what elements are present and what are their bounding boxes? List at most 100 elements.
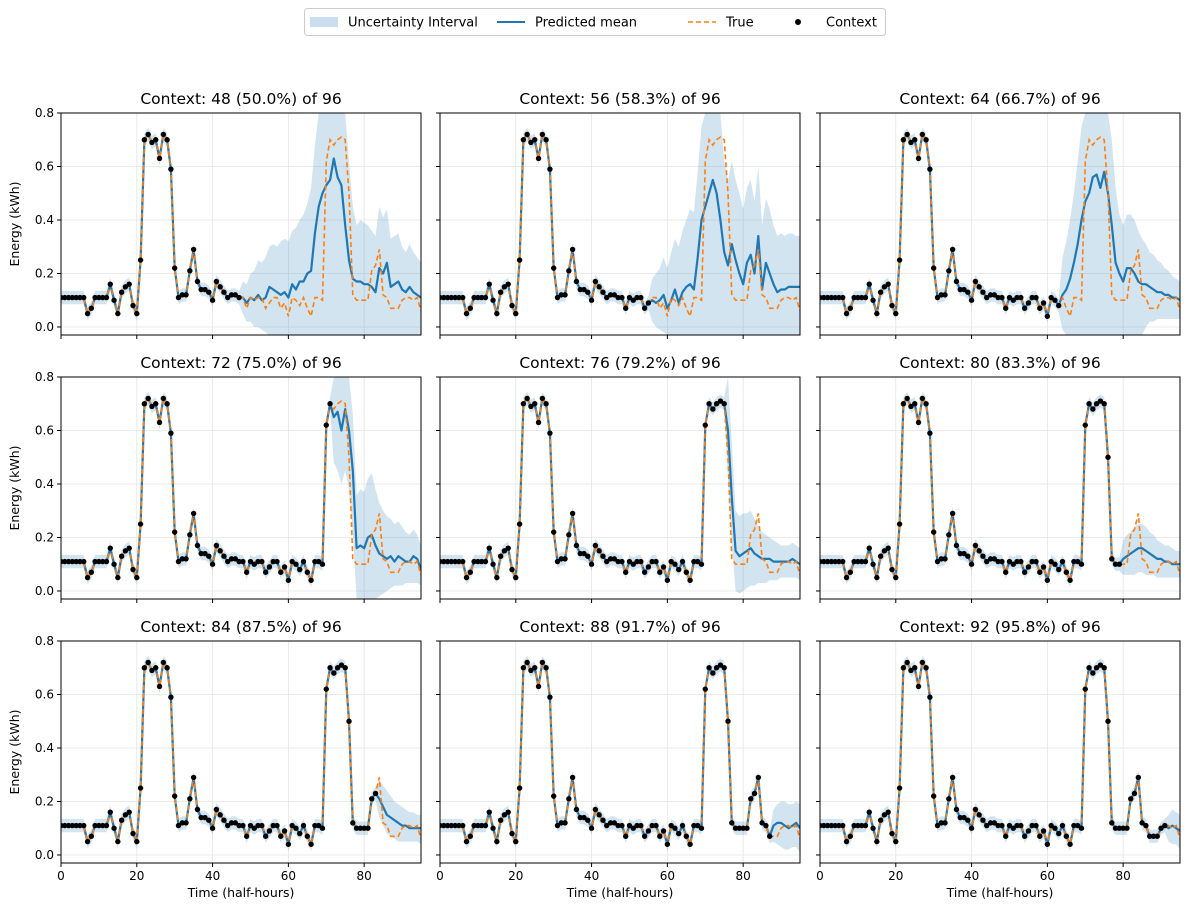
uncertainty-band — [820, 391, 1180, 587]
context-point — [596, 284, 602, 290]
context-point — [141, 137, 148, 143]
legend-item: Uncertainty Interval — [310, 16, 478, 31]
context-point — [657, 569, 663, 575]
context-point — [874, 574, 880, 581]
context-point — [175, 294, 182, 301]
context-point — [694, 558, 701, 565]
context-point — [516, 785, 523, 791]
context-point — [524, 395, 530, 402]
context-point — [77, 558, 83, 565]
context-point — [111, 297, 117, 303]
context-point — [285, 577, 292, 583]
axes-frame — [439, 112, 801, 336]
context-point — [539, 131, 546, 138]
context-point — [706, 665, 712, 671]
context-point — [361, 825, 367, 831]
context-point — [1109, 556, 1115, 562]
context-point — [965, 553, 971, 559]
context-point — [626, 822, 633, 829]
context-point — [1112, 825, 1119, 831]
panel: 0.0 0.2 0.4 0.6 0.8 Context: 48 (50.0%) of 96… — [7, 90, 422, 339]
context-point — [1010, 297, 1016, 303]
context-point — [840, 294, 846, 301]
context-point — [900, 665, 907, 671]
context-point — [995, 558, 1001, 565]
context-point — [562, 556, 568, 562]
predicted-mean-line — [820, 661, 1180, 846]
y-tick-label: 0.4 — [35, 477, 54, 491]
panel: 0 20 40 60 80 0.0 0.2 0.4 0.6 0.8 Context: 84 (87.… — [7, 618, 422, 900]
context-point — [877, 817, 884, 823]
context-point — [312, 822, 318, 829]
context-point — [554, 822, 561, 829]
context-point — [365, 825, 371, 831]
legend-frame — [304, 8, 886, 36]
context-point — [490, 297, 496, 303]
panel: Context: 64 (66.7%) of 96 — [816, 90, 1181, 339]
context-point — [206, 289, 212, 295]
context-point — [448, 294, 455, 301]
context-point — [748, 796, 754, 802]
panel-title: Context: 56 (58.3%) of 96 — [519, 90, 720, 108]
context-point — [1010, 825, 1016, 831]
context-point — [604, 558, 610, 565]
context-point — [581, 814, 587, 821]
context-point — [88, 305, 95, 311]
context-point — [927, 430, 933, 436]
context-point — [96, 558, 102, 565]
context-point — [885, 281, 891, 287]
context-point — [467, 305, 474, 311]
context-point — [938, 820, 944, 826]
legend-item: Predicted mean — [497, 16, 637, 31]
context-point — [847, 305, 854, 311]
context-point — [209, 297, 216, 303]
context-point — [1059, 558, 1066, 565]
context-point — [494, 310, 500, 317]
context-point — [874, 310, 880, 317]
context-point — [566, 796, 572, 802]
context-point — [478, 558, 485, 565]
context-point — [297, 566, 303, 573]
context-point — [607, 820, 614, 826]
true-line — [820, 660, 1180, 847]
context-point — [312, 558, 318, 565]
context-point — [183, 820, 189, 826]
context-point — [99, 558, 106, 565]
uncertainty-band — [440, 377, 800, 594]
context-point — [456, 294, 462, 301]
context-point — [183, 292, 189, 298]
context-point — [896, 785, 903, 791]
context-point — [213, 542, 220, 549]
context-point — [588, 297, 595, 303]
context-point — [946, 532, 952, 538]
legend-label: True — [725, 16, 754, 31]
context-point — [1090, 670, 1096, 676]
context-point — [111, 561, 117, 567]
context-point — [634, 558, 640, 565]
context-point — [607, 292, 614, 298]
context-point — [641, 833, 648, 839]
context-point — [619, 558, 625, 565]
context-point — [927, 166, 933, 172]
context-point — [999, 294, 1005, 301]
context-point — [965, 289, 971, 295]
context-point — [547, 694, 553, 700]
context-point — [532, 401, 538, 407]
context-point — [942, 820, 948, 826]
context-point — [881, 812, 888, 818]
context-point — [1135, 774, 1142, 781]
context-point — [763, 822, 769, 829]
y-axis-label: Energy (kWh) — [7, 445, 22, 530]
plot-area — [61, 655, 421, 851]
context-point — [566, 268, 572, 274]
context-point — [73, 822, 79, 829]
context-point — [558, 820, 564, 826]
context-point — [672, 561, 678, 567]
context-point — [596, 812, 602, 818]
context-point — [645, 564, 652, 570]
context-point — [866, 281, 872, 287]
context-point — [323, 422, 329, 428]
context-point — [266, 564, 273, 570]
context-point — [934, 822, 941, 829]
context-point — [319, 825, 326, 831]
